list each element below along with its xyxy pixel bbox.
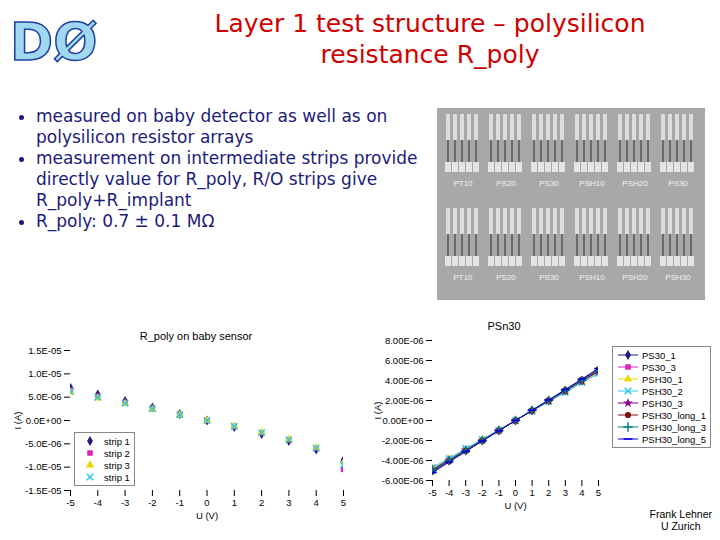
svg-text:1.5E-05: 1.5E-05: [28, 345, 61, 356]
svg-text:-3: -3: [121, 497, 129, 508]
svg-text:1.0E-05: 1.0E-05: [28, 368, 61, 379]
svg-text:4.00E-06: 4.00E-06: [385, 375, 424, 386]
svg-text:PS20: PS20: [496, 273, 516, 282]
svg-text:PS30: PS30: [539, 179, 559, 188]
svg-text:PT10: PT10: [453, 273, 473, 282]
svg-text:-4: -4: [445, 487, 453, 498]
html-text:PSH30_long_5: PSH30_long_5: [642, 433, 706, 445]
svg-text:2.00E-06: 2.00E-06: [385, 395, 424, 406]
html-text:PSH30_long_1: PSH30_long_1: [642, 409, 706, 421]
html-text:resistance R_poly: resistance R_poly: [320, 40, 540, 69]
svg-text:0: 0: [204, 497, 209, 508]
html-text:strip 1: strip 1: [104, 435, 130, 447]
svg-text:5: 5: [341, 497, 346, 508]
html-text:strip 3: strip 3: [104, 459, 130, 471]
svg-text:PSH10: PSH10: [579, 179, 605, 188]
html-text:R_poly on baby sensor: R_poly on baby sensor: [139, 330, 253, 342]
svg-text:-2: -2: [478, 487, 486, 498]
svg-text:1: 1: [529, 487, 534, 498]
svg-text:2: 2: [546, 487, 551, 498]
svg-text:I (A): I (A): [12, 412, 23, 430]
svg-text:PSH20: PSH20: [622, 179, 648, 188]
html-text:strip 2: strip 2: [104, 447, 130, 459]
html-text:PS30_1: PS30_1: [642, 349, 676, 361]
html-text:strip 1: strip 1: [104, 471, 130, 483]
svg-text:-4: -4: [94, 497, 102, 508]
svg-text:0.0E+00: 0.0E+00: [26, 415, 62, 426]
svg-text:-3: -3: [461, 487, 469, 498]
svg-text:4: 4: [579, 487, 584, 498]
svg-text:-5: -5: [428, 487, 436, 498]
html-text:PSn30: PSn30: [487, 320, 521, 332]
svg-text:I (A): I (A): [372, 402, 383, 420]
svg-text:U (V): U (V): [504, 500, 526, 511]
svg-text:8.00E-06: 8.00E-06: [385, 335, 424, 346]
svg-text:PSH20: PSH20: [622, 273, 648, 282]
html-text:PSH30_3: PSH30_3: [642, 397, 683, 409]
html-text:Layer 1 test structure – polys: Layer 1 test structure – polysilicon: [214, 9, 646, 38]
svg-text:-2.00E-06: -2.00E-06: [382, 435, 424, 446]
html-text:PSH30_2: PSH30_2: [642, 385, 683, 397]
svg-text:PS30: PS30: [668, 179, 688, 188]
html-text:Frank Lehner: Frank Lehner: [649, 508, 712, 520]
svg-text:4: 4: [314, 497, 319, 508]
svg-text:PS20: PS20: [496, 179, 516, 188]
html-text:PSH30_long_3: PSH30_long_3: [642, 421, 706, 433]
svg-text:0: 0: [513, 487, 518, 498]
svg-text:1: 1: [232, 497, 237, 508]
svg-text:5: 5: [596, 487, 601, 498]
svg-text:U (V): U (V): [196, 510, 218, 521]
svg-text:5.0E-06: 5.0E-06: [28, 391, 61, 402]
svg-text:-1: -1: [495, 487, 503, 498]
html-text:measured on baby detector as w: measured on baby detector as well as on …: [36, 106, 388, 147]
svg-text:DØ: DØ: [10, 12, 97, 72]
svg-text:-6.00E-06: -6.00E-06: [382, 475, 424, 486]
html-text:PS30_3: PS30_3: [642, 361, 676, 373]
svg-text:PSH30: PSH30: [665, 273, 691, 282]
html-text:U Zurich: U Zurich: [660, 520, 701, 532]
svg-text:-1: -1: [175, 497, 183, 508]
svg-text:-1.0E-05: -1.0E-05: [25, 461, 61, 472]
svg-text:6.00E-06: 6.00E-06: [385, 355, 424, 366]
svg-text:2: 2: [259, 497, 264, 508]
html-text:PSH30_1: PSH30_1: [642, 373, 683, 385]
svg-text:0.00E+00: 0.00E+00: [383, 415, 424, 426]
svg-text:-5.0E-06: -5.0E-06: [25, 438, 61, 449]
svg-text:3: 3: [563, 487, 568, 498]
svg-text:PSH10: PSH10: [579, 273, 605, 282]
svg-text:3: 3: [286, 497, 291, 508]
svg-text:PS30: PS30: [539, 273, 559, 282]
html-text:measurement on intermediate st: measurement on intermediate strips provi…: [36, 148, 418, 210]
svg-text:PT10: PT10: [453, 179, 473, 188]
svg-text:-4.00E-06: -4.00E-06: [382, 455, 424, 466]
svg-text:-2: -2: [148, 497, 156, 508]
svg-text:-5: -5: [66, 497, 74, 508]
svg-text:-1.5E-05: -1.5E-05: [25, 485, 61, 496]
html-text:R_poly: 0.7 ± 0.1 MΩ: R_poly: 0.7 ± 0.1 MΩ: [36, 211, 215, 231]
